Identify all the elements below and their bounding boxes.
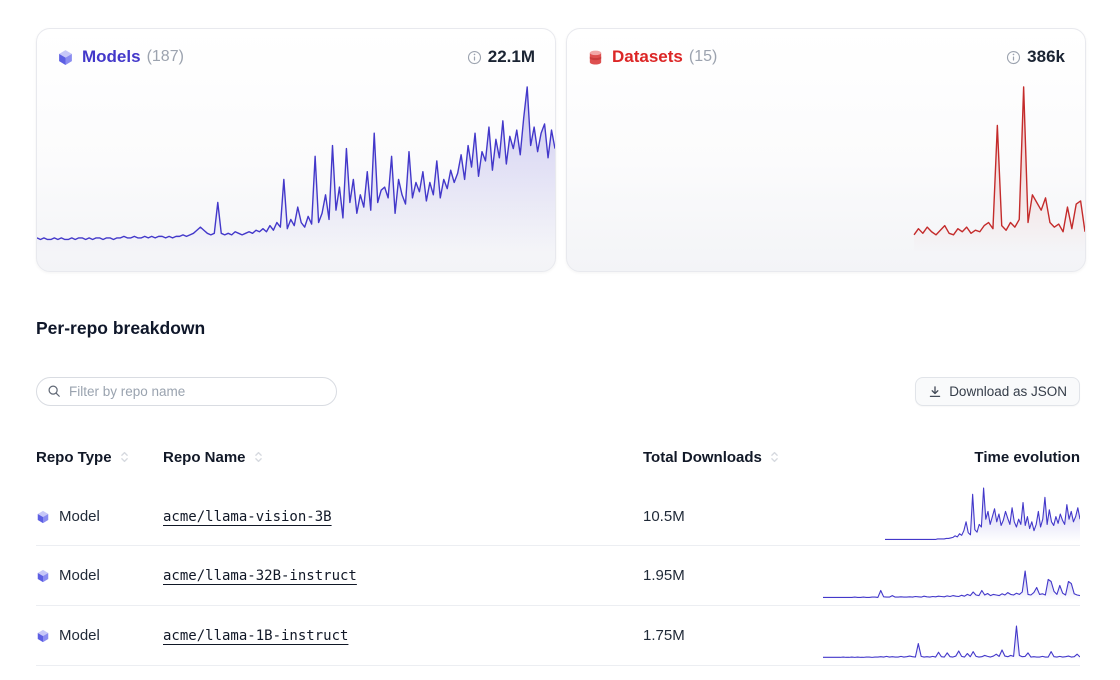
- info-icon[interactable]: [467, 50, 482, 65]
- table-row: Model acme/llama-vision-3B 10.5M: [36, 486, 1080, 546]
- repo-name-link[interactable]: acme/llama-vision-3B: [163, 508, 332, 525]
- info-icon[interactable]: [1006, 50, 1021, 65]
- sort-icon: [254, 450, 263, 464]
- models-total: 22.1M: [467, 47, 535, 67]
- download-json-button[interactable]: Download as JSON: [915, 377, 1080, 406]
- models-card-header: Models (187) 22.1M: [37, 29, 555, 67]
- sparkline-chart: [820, 606, 1080, 665]
- header-repo-type[interactable]: Repo Type: [36, 449, 163, 466]
- datasets-card-header: Datasets (15) 386k: [567, 29, 1085, 67]
- repo-name-link[interactable]: acme/llama-1B-instruct: [163, 627, 349, 644]
- datasets-total: 386k: [1006, 47, 1065, 67]
- datasets-total-value: 386k: [1027, 47, 1065, 66]
- page-title: Per-repo breakdown: [36, 318, 206, 338]
- repo-type-cell: Model: [36, 508, 163, 525]
- models-chart: [37, 83, 555, 253]
- filter-input[interactable]: [36, 377, 337, 406]
- total-downloads-value: 1.95M: [643, 567, 685, 584]
- repo-table: Repo Type Repo Name Total Downloads: [36, 442, 1080, 666]
- cube-icon: [36, 569, 50, 583]
- datasets-count: (15): [688, 48, 718, 65]
- cube-icon: [36, 629, 50, 643]
- sparkline-chart: [820, 546, 1080, 605]
- repo-type-label: Model: [59, 627, 100, 644]
- stat-cards-row: Models (187) 22.1M: [0, 0, 1120, 272]
- table-header-row: Repo Type Repo Name Total Downloads: [36, 442, 1080, 472]
- total-downloads-value: 1.75M: [643, 627, 685, 644]
- models-total-value: 22.1M: [487, 47, 535, 66]
- sparkline-chart: [820, 486, 1080, 547]
- sort-icon: [120, 450, 129, 464]
- download-json-label: Download as JSON: [949, 384, 1067, 399]
- download-icon: [928, 385, 942, 399]
- filter-wrap: [36, 377, 337, 406]
- datasets-card-title: Datasets: [612, 47, 683, 66]
- table-row: Model acme/llama-1B-instruct 1.75M: [36, 606, 1080, 666]
- database-icon: [587, 49, 604, 66]
- repo-type-cell: Model: [36, 567, 163, 584]
- models-count: (187): [146, 48, 184, 65]
- repo-type-cell: Model: [36, 627, 163, 644]
- cube-icon: [36, 510, 50, 524]
- datasets-chart: [567, 83, 1085, 253]
- header-total-downloads[interactable]: Total Downloads: [643, 449, 820, 466]
- table-row: Model acme/llama-32B-instruct 1.95M: [36, 546, 1080, 606]
- header-repo-name[interactable]: Repo Name: [163, 449, 643, 466]
- total-downloads-value: 10.5M: [643, 508, 685, 525]
- datasets-card: Datasets (15) 386k: [566, 28, 1086, 272]
- search-icon: [47, 384, 61, 398]
- cube-icon: [57, 49, 74, 66]
- sort-icon: [770, 450, 779, 464]
- toolbar: Download as JSON: [36, 377, 1080, 406]
- models-card-title: Models: [82, 47, 141, 66]
- models-card: Models (187) 22.1M: [36, 28, 556, 272]
- repo-type-label: Model: [59, 508, 100, 525]
- header-time-evolution: Time evolution: [974, 448, 1080, 466]
- repo-type-label: Model: [59, 567, 100, 584]
- repo-name-link[interactable]: acme/llama-32B-instruct: [163, 567, 357, 584]
